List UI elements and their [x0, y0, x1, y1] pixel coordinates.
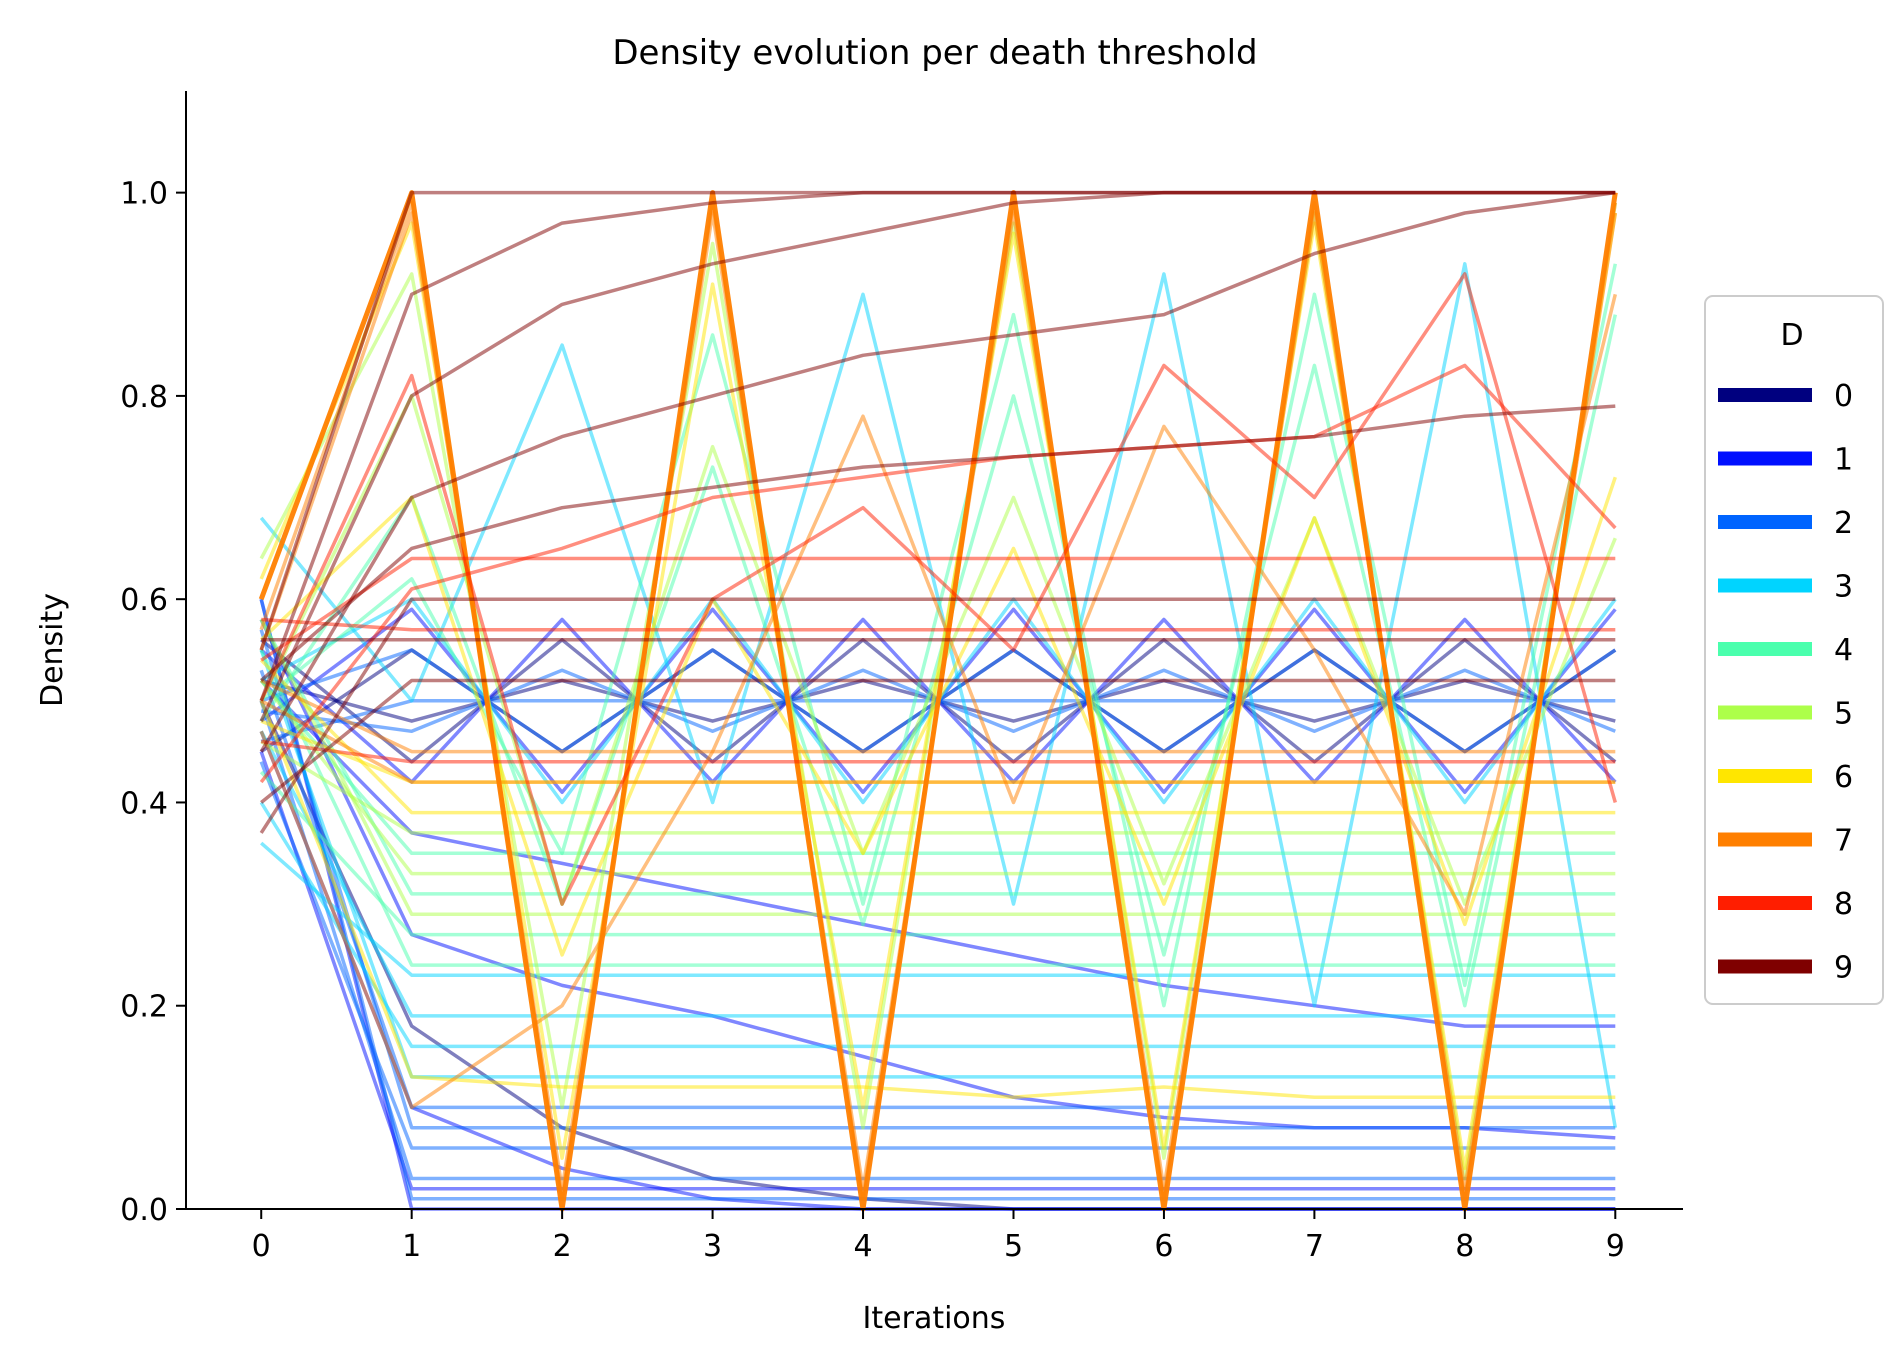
y-tick-layer: 0.0 0.2 0.4 0.6 0.8 1.0 — [120, 177, 186, 1228]
series-line-d1-10 — [259, 730, 1616, 1211]
y-tick-label: 1.0 — [120, 177, 168, 212]
series-line-d4-26 — [259, 649, 1616, 967]
series-line-d3-23 — [260, 841, 1616, 977]
series-line-d9-59 — [260, 678, 1616, 804]
axes-layer — [185, 91, 1683, 1210]
chart-title: Density evolution per death threshold — [612, 33, 1257, 73]
series-line-d9-55 — [259, 190, 1616, 753]
series-line-d4-27 — [259, 770, 1616, 937]
y-tick-label: 0.4 — [120, 786, 168, 821]
x-axis-label: Iterations — [863, 1301, 1006, 1336]
legend-label-d6: 6 — [1834, 760, 1853, 795]
y-axis-label: Density — [35, 593, 70, 707]
x-tick-label: 9 — [1606, 1229, 1625, 1264]
legend-label-d3: 3 — [1834, 570, 1853, 605]
legend-label-d5: 5 — [1834, 697, 1853, 732]
series-line-d7-43 — [259, 211, 1618, 1191]
series-line-d7-44 — [260, 678, 1616, 754]
x-tick-label: 5 — [1004, 1229, 1023, 1264]
series-line-d7-46 — [259, 293, 1618, 1110]
series-line-d2-13 — [259, 761, 1616, 1150]
legend-label-d0: 0 — [1834, 379, 1853, 414]
series-line-d3-21 — [259, 801, 1616, 1049]
x-tick-label: 0 — [252, 1229, 271, 1264]
legend-label-d8: 8 — [1834, 887, 1853, 922]
legend-label-d4: 4 — [1834, 633, 1853, 668]
series-line-d1-5 — [259, 751, 1616, 1191]
y-tick-label: 0.8 — [120, 380, 168, 415]
legend-entries: 0 1 2 3 4 5 6 7 8 9 — [1718, 379, 1853, 986]
series-line-d3-20 — [259, 649, 1616, 1079]
series-line-d4-28 — [259, 618, 1616, 896]
series-line-d8-47 — [259, 272, 1617, 906]
series-line-d9-58 — [259, 597, 1616, 834]
x-tick-label: 2 — [553, 1229, 572, 1264]
y-tick-label: 0.0 — [120, 1193, 168, 1228]
legend: D 0 1 2 3 4 5 6 7 8 9 — [1704, 295, 1884, 1005]
x-tick-label: 3 — [703, 1229, 722, 1264]
series-line-d2-14 — [259, 629, 1616, 1130]
series-line-d5-34 — [259, 618, 1616, 917]
legend-label-d1: 1 — [1834, 443, 1853, 478]
x-tick-label: 8 — [1455, 1229, 1474, 1264]
series-line-d9-53 — [259, 190, 1616, 702]
series-line-d8-51 — [259, 363, 1617, 784]
series-line-d8-49 — [260, 739, 1616, 764]
series-line-d5-33 — [260, 740, 1616, 835]
legend-title: D — [1780, 318, 1803, 353]
legend-label-d9: 9 — [1834, 951, 1853, 986]
series-line-d2-15 — [259, 669, 1616, 1110]
series-line-d9-56 — [260, 404, 1616, 682]
x-tick-label: 1 — [402, 1229, 421, 1264]
legend-label-d7: 7 — [1834, 824, 1853, 859]
series-line-d4-30 — [259, 679, 1616, 856]
series-line-d2-11 — [259, 598, 1616, 1201]
x-tick-layer: 0 1 2 3 4 5 6 7 8 9 — [252, 1209, 1625, 1264]
x-tick-label: 4 — [853, 1229, 872, 1264]
series-line-d9-52 — [259, 190, 1616, 651]
x-tick-label: 7 — [1305, 1229, 1324, 1264]
series-line-d5-32 — [259, 679, 1616, 876]
series-line-d6-37 — [259, 658, 1616, 815]
series-line-d6-39 — [259, 700, 1616, 1099]
series-layer — [258, 190, 1618, 1212]
series-line-d8-48 — [260, 556, 1616, 662]
series-line-d8-50 — [261, 617, 1616, 632]
x-tick-label: 6 — [1154, 1229, 1173, 1264]
series-line-d9-54 — [259, 190, 1616, 722]
y-tick-label: 0.2 — [120, 990, 168, 1025]
series-line-d3-22 — [259, 730, 1616, 1018]
y-tick-label: 0.6 — [120, 583, 168, 618]
series-line-d2-12 — [259, 700, 1616, 1181]
legend-label-d2: 2 — [1834, 506, 1853, 541]
